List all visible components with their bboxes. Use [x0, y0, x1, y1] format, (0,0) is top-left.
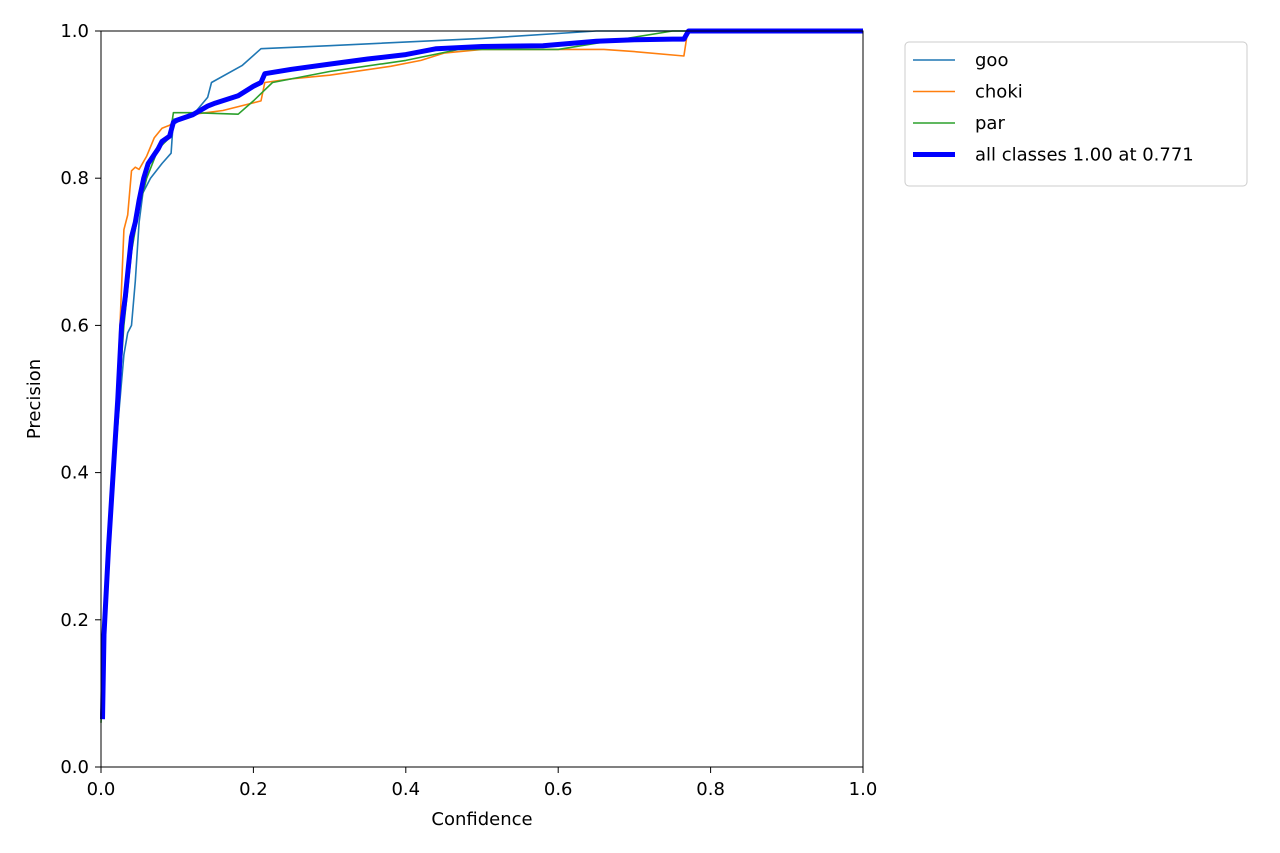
y-tick-label: 0.6	[60, 315, 89, 336]
y-tick-label: 0.2	[60, 610, 89, 631]
x-axis-ticks: 0.0 0.2 0.4 0.6 0.8 1.0	[87, 767, 878, 800]
legend: goo choki par all classes 1.00 at 0.771	[904, 41, 1248, 187]
x-axis-label: Confidence	[431, 809, 532, 830]
legend-box	[904, 41, 1248, 187]
x-tick-label: 1.0	[849, 779, 878, 800]
x-tick-label: 0.0	[87, 779, 116, 800]
x-tick-label: 0.4	[391, 779, 420, 800]
legend-label: choki	[975, 82, 1023, 103]
x-tick-label: 0.6	[544, 779, 573, 800]
series-line-0	[100, 30, 863, 716]
y-tick-label: 0.0	[60, 757, 89, 778]
y-axis-ticks: 0.0 0.2 0.4 0.6 0.8 1.0	[60, 21, 101, 778]
x-tick-label: 0.2	[239, 779, 268, 800]
legend-label: par	[975, 113, 1005, 134]
series-line-2	[100, 30, 863, 723]
y-axis-label: Precision	[24, 359, 45, 439]
x-tick-label: 0.8	[696, 779, 725, 800]
y-tick-label: 0.8	[60, 168, 89, 189]
y-tick-label: 0.4	[60, 463, 89, 484]
series-line-1	[100, 30, 863, 716]
series-line-3	[100, 28, 863, 720]
plot-frame	[100, 30, 864, 768]
legend-label: all classes 1.00 at 0.771	[975, 145, 1194, 166]
legend-label: goo	[975, 50, 1008, 71]
plot-lines	[100, 28, 863, 723]
y-tick-label: 1.0	[60, 21, 89, 42]
